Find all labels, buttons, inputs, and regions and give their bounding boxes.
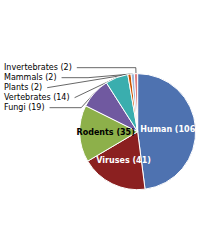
svg-text:Mammals (2): Mammals (2) (4, 73, 57, 82)
svg-text:Vertebrates (14): Vertebrates (14) (4, 93, 70, 102)
svg-text:Invertebrates (2): Invertebrates (2) (4, 63, 72, 72)
svg-text:Rodents (35): Rodents (35) (76, 128, 134, 137)
svg-text:Plants (2): Plants (2) (4, 83, 42, 92)
svg-text:Human (106): Human (106) (140, 125, 199, 134)
svg-text:Viruses (41): Viruses (41) (96, 156, 151, 165)
svg-text:Fungi (19): Fungi (19) (4, 103, 45, 112)
